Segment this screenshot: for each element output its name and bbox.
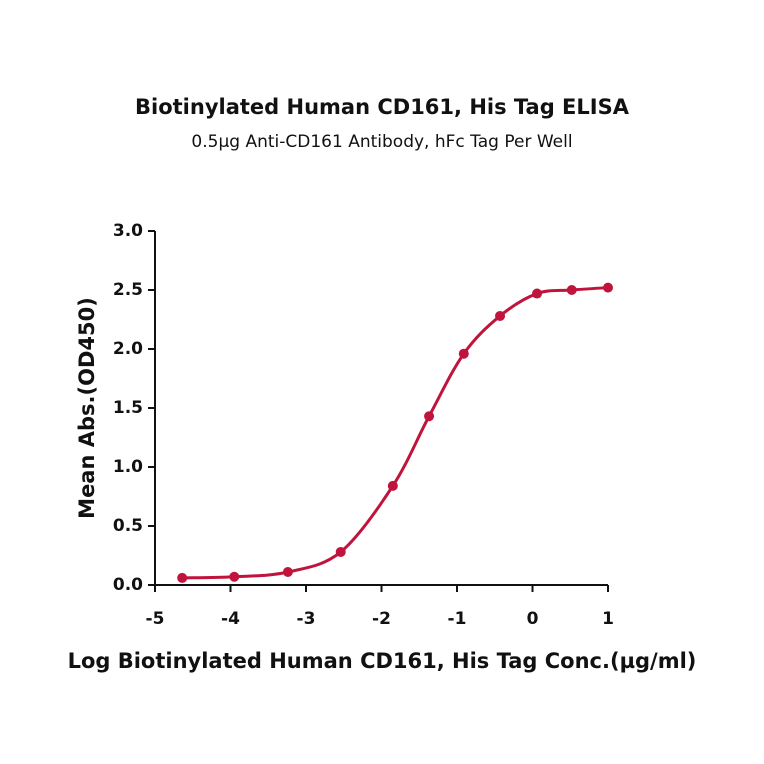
data-point: [387, 480, 398, 491]
data-point: [335, 546, 346, 557]
data-point: [229, 571, 240, 582]
x-tick-label: -2: [372, 609, 391, 629]
x-axis-title: Log Biotinylated Human CD161, His Tag Co…: [68, 649, 697, 673]
y-tick-label: 1.5: [113, 398, 143, 418]
fit-curve: [182, 286, 609, 580]
y-tick-label: 3.0: [113, 221, 143, 241]
y-tick-label: 0.5: [113, 516, 143, 536]
x-tick-label: -1: [448, 609, 467, 629]
data-point: [532, 288, 543, 299]
y-tick-label: 0.0: [113, 575, 143, 595]
x-tick-label: -4: [221, 609, 240, 629]
y-axis-title: Mean Abs.(OD450): [75, 297, 99, 519]
x-tick-label: 0: [527, 609, 539, 629]
data-point: [177, 572, 188, 583]
chart-subtitle: 0.5µg Anti-CD161 Antibody, hFc Tag Per W…: [191, 132, 572, 152]
y-tick-label: 2.0: [113, 339, 143, 359]
x-tick-label: -5: [146, 609, 165, 629]
data-point: [495, 310, 506, 321]
data-point: [424, 411, 435, 422]
y-tick-label: 2.5: [113, 280, 143, 300]
y-tick-label: 1.0: [113, 457, 143, 477]
data-point: [282, 567, 293, 578]
data-point: [603, 282, 613, 293]
data-point: [458, 348, 469, 359]
chart-title: Biotinylated Human CD161, His Tag ELISA: [135, 95, 630, 119]
x-tick-label: -3: [297, 609, 316, 629]
data-point: [566, 285, 577, 295]
x-tick-label: 1: [602, 609, 614, 629]
